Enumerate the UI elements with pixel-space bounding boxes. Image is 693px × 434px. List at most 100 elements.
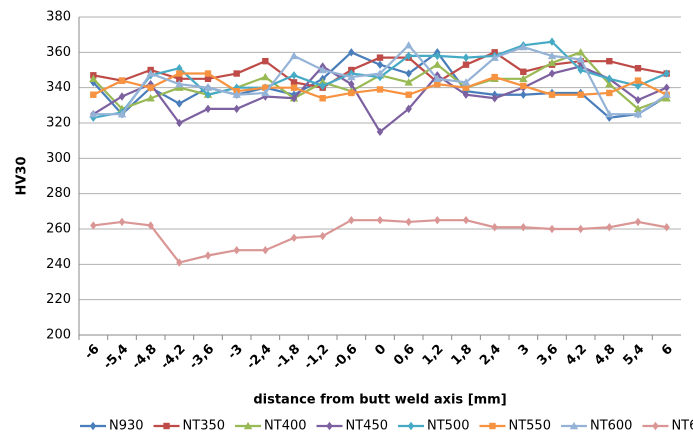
marker bbox=[326, 421, 333, 431]
marker bbox=[204, 104, 212, 114]
marker bbox=[376, 127, 384, 137]
marker bbox=[462, 215, 470, 225]
legend-label: NT350 bbox=[183, 419, 225, 434]
marker bbox=[262, 57, 269, 65]
marker bbox=[163, 422, 170, 430]
marker bbox=[376, 86, 384, 93]
marker bbox=[663, 69, 670, 78]
marker bbox=[289, 51, 299, 60]
x-tick-label: 3 bbox=[516, 342, 533, 359]
marker bbox=[90, 221, 97, 230]
x-tick-label: 5,4 bbox=[620, 342, 647, 369]
marker bbox=[376, 54, 384, 61]
marker bbox=[405, 51, 412, 61]
marker bbox=[605, 79, 614, 88]
marker bbox=[491, 94, 498, 103]
marker bbox=[405, 69, 412, 78]
marker bbox=[375, 69, 385, 77]
marker bbox=[118, 217, 126, 227]
x-tick-label: 0,6 bbox=[391, 342, 418, 369]
x-tick-label: -4,8 bbox=[129, 342, 160, 373]
marker bbox=[147, 221, 154, 230]
y-tick-label: 220 bbox=[46, 292, 71, 307]
marker bbox=[262, 84, 269, 91]
marker bbox=[203, 83, 213, 91]
legend-label: NT400 bbox=[264, 419, 306, 434]
marker bbox=[290, 79, 298, 86]
marker bbox=[89, 421, 97, 431]
y-tick-label: 300 bbox=[46, 151, 71, 166]
marker bbox=[176, 70, 183, 77]
y-tick-label: 360 bbox=[46, 45, 71, 60]
marker bbox=[606, 223, 613, 232]
marker bbox=[405, 217, 412, 227]
y-tick-label: 200 bbox=[46, 328, 71, 343]
x-tick-label: 1,8 bbox=[448, 342, 475, 369]
marker bbox=[606, 89, 613, 97]
marker bbox=[433, 60, 442, 68]
y-tick-label: 280 bbox=[46, 186, 71, 201]
marker bbox=[490, 53, 499, 61]
marker bbox=[606, 57, 613, 65]
marker bbox=[491, 73, 498, 81]
marker bbox=[347, 72, 356, 81]
marker bbox=[462, 53, 470, 62]
marker bbox=[491, 223, 498, 232]
marker bbox=[605, 109, 614, 118]
marker bbox=[376, 215, 384, 225]
marker bbox=[90, 91, 97, 98]
marker bbox=[176, 118, 183, 128]
marker bbox=[633, 109, 643, 118]
marker bbox=[290, 94, 298, 103]
marker bbox=[634, 95, 642, 105]
y-tick-label: 240 bbox=[46, 257, 71, 272]
marker bbox=[520, 82, 527, 90]
marker bbox=[577, 65, 584, 75]
marker bbox=[147, 84, 154, 91]
marker bbox=[146, 69, 155, 77]
marker bbox=[519, 42, 528, 51]
marker bbox=[176, 258, 183, 267]
marker bbox=[519, 74, 528, 83]
marker bbox=[290, 71, 298, 80]
x-tick-label: 3,6 bbox=[534, 342, 561, 369]
marker bbox=[576, 48, 585, 56]
marker bbox=[606, 74, 613, 84]
marker bbox=[434, 51, 441, 61]
marker bbox=[634, 77, 642, 84]
marker bbox=[261, 72, 270, 81]
marker bbox=[89, 109, 98, 118]
x-tick-label: -3 bbox=[225, 342, 246, 363]
marker bbox=[576, 55, 585, 63]
marker bbox=[146, 94, 155, 102]
x-tick-label: 1,2 bbox=[420, 342, 447, 369]
marker bbox=[90, 78, 97, 87]
x-tick-label: 6 bbox=[659, 342, 676, 359]
y-tick-label: 320 bbox=[46, 116, 71, 131]
y-tick-label: 380 bbox=[46, 10, 71, 25]
marker bbox=[433, 74, 442, 83]
marker bbox=[204, 70, 212, 77]
x-axis-label: distance from butt weld axis [mm] bbox=[253, 393, 506, 408]
x-tick-label: -6 bbox=[82, 342, 103, 363]
marker bbox=[462, 84, 470, 91]
x-tick-label: -4,2 bbox=[158, 342, 189, 373]
marker bbox=[204, 90, 212, 99]
marker bbox=[348, 48, 355, 57]
marker bbox=[663, 83, 670, 92]
marker bbox=[243, 421, 253, 430]
marker bbox=[290, 233, 298, 243]
marker bbox=[262, 246, 269, 255]
marker bbox=[548, 224, 556, 234]
marker bbox=[233, 70, 240, 77]
marker bbox=[233, 104, 240, 114]
marker bbox=[290, 84, 298, 91]
marker bbox=[176, 99, 183, 108]
marker bbox=[348, 79, 355, 89]
marker bbox=[577, 224, 584, 234]
marker bbox=[520, 90, 527, 99]
marker bbox=[520, 223, 527, 232]
marker bbox=[176, 75, 183, 83]
marker bbox=[319, 81, 326, 91]
